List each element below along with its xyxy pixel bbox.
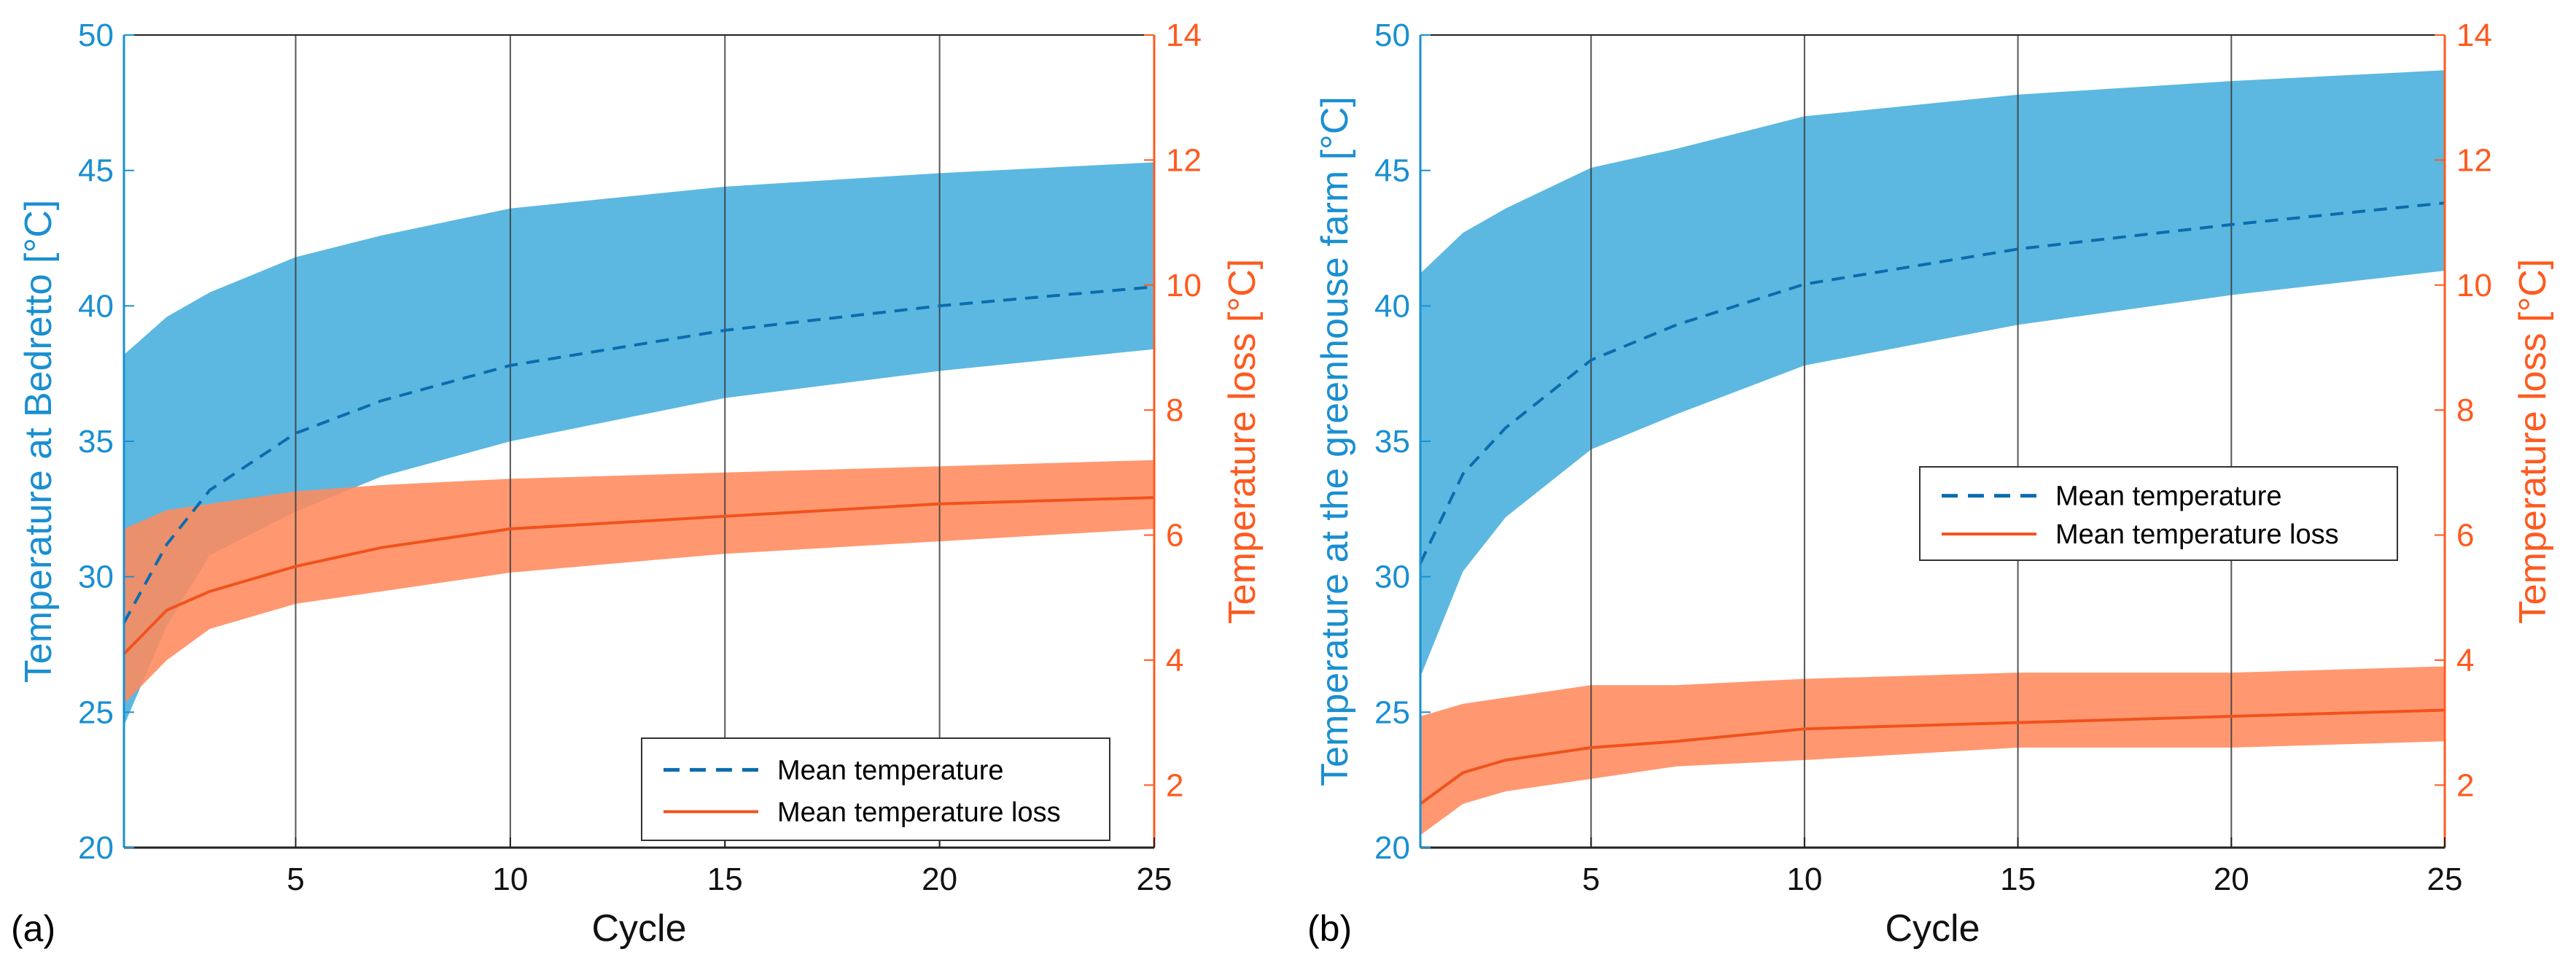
- panel-label: (b): [1307, 908, 1352, 949]
- y-left-tick-label: 30: [78, 559, 114, 595]
- y-left-tick-label: 50: [78, 18, 114, 53]
- y-right-tick-label: 14: [2456, 18, 2492, 53]
- x-tick-label: 5: [1582, 861, 1600, 897]
- y-left-tick-label: 40: [1374, 288, 1410, 324]
- y-left-tick-label: 45: [78, 153, 114, 189]
- chart-panel-1: 5 10 15 20 25 20 25 30 35 40 45 50 2 4 6 8 10 12 14 Cycle Te…: [11, 18, 1264, 950]
- panel-label: (a): [11, 908, 55, 949]
- y-right-tick-label: 10: [2456, 268, 2492, 303]
- y-right-tick-label: 12: [1166, 142, 1202, 178]
- x-tick-label: 25: [2427, 861, 2463, 897]
- legend: Mean temperature Mean temperature loss: [1919, 466, 2398, 561]
- y-right-tick-label: 10: [1166, 268, 1202, 303]
- legend-box: [1919, 466, 2398, 561]
- x-tick-label: 15: [2000, 861, 2036, 897]
- x-tick-label: 10: [492, 861, 528, 897]
- y-right-tick-label: 14: [1166, 18, 1202, 53]
- legend-label-mean-temperature: Mean temperature: [2055, 481, 2282, 512]
- x-tick-label: 20: [922, 861, 957, 897]
- y-right-tick-label: 6: [1166, 518, 1183, 554]
- x-tick-label: 20: [2214, 861, 2249, 897]
- x-tick-label: 15: [707, 861, 743, 897]
- y-right-tick-label: 6: [2456, 518, 2474, 554]
- y-right-tick-label: 4: [2456, 643, 2474, 678]
- x-tick-label: 10: [1786, 861, 1822, 897]
- temperature-loss-range-band: [124, 460, 1154, 704]
- legend-box: [641, 737, 1110, 841]
- y-left-axis-label: Temperature at Bedretto [°C]: [17, 200, 60, 683]
- mean-temperature-loss-line: [122, 496, 1155, 655]
- y-right-axis-label: Temperature loss [°C]: [1221, 259, 1264, 624]
- x-axis-label: Cycle: [1885, 907, 1980, 950]
- y-left-tick-label: 25: [78, 694, 114, 730]
- temperature-range-band: [1420, 70, 2445, 678]
- y-left-tick-label: 20: [1374, 830, 1410, 866]
- mean-temperature-line: [122, 285, 1155, 624]
- y-left-axis-label: Temperature at the greenhouse farm [°C]: [1314, 96, 1356, 786]
- y-right-tick-label: 12: [2456, 142, 2492, 178]
- legend-label-mean-temperature-loss: Mean temperature loss: [2055, 519, 2339, 550]
- legend-label-mean-temperature-loss: Mean temperature loss: [777, 797, 1061, 828]
- y-right-axis-label: Temperature loss [°C]: [2512, 259, 2554, 624]
- y-left-tick-label: 35: [1374, 424, 1410, 460]
- mean-temperature-line: [1419, 201, 2445, 564]
- legend-label-mean-temperature: Mean temperature: [777, 755, 1004, 786]
- y-left-tick-label: 45: [1374, 153, 1410, 189]
- legend: Mean temperature Mean temperature loss: [641, 737, 1110, 841]
- y-left-tick-label: 30: [1374, 559, 1410, 595]
- x-tick-label: 25: [1137, 861, 1172, 897]
- y-right-tick-label: 4: [1166, 643, 1183, 678]
- y-right-tick-label: 2: [1166, 767, 1183, 803]
- y-left-tick-label: 25: [1374, 694, 1410, 730]
- mean-temperature-loss-line: [1419, 708, 2445, 805]
- y-right-tick-label: 8: [1166, 392, 1183, 428]
- x-tick-label: 5: [287, 861, 304, 897]
- y-right-tick-label: 8: [2456, 392, 2474, 428]
- y-left-tick-label: 40: [78, 288, 114, 324]
- y-right-tick-label: 2: [2456, 767, 2474, 803]
- temperature-range-band: [124, 162, 1154, 726]
- y-left-tick-label: 35: [78, 424, 114, 460]
- y-left-tick-label: 20: [78, 830, 114, 866]
- x-axis-label: Cycle: [591, 907, 686, 950]
- y-left-tick-label: 50: [1374, 18, 1410, 53]
- chart-panel-2: 5 10 15 20 25 20 25 30 35 40 45 50 2 4 6 8 10 12 14 Cycle Te…: [1307, 18, 2554, 950]
- temperature-loss-range-band: [1420, 666, 2445, 835]
